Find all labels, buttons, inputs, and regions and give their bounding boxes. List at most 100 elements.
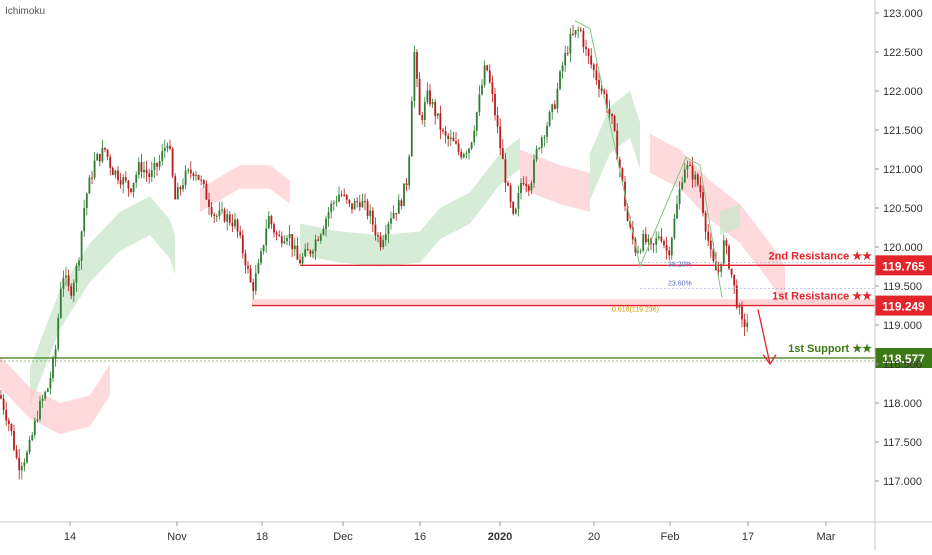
level-label: 2nd Resistance ★★ [769,250,873,262]
candle-body [525,184,528,187]
candle-body [395,213,398,215]
candle-body [730,268,733,275]
candle-body [722,240,725,264]
candle-body [280,236,283,244]
candle-body [608,109,611,114]
candle-body [153,163,156,170]
candle-body [496,115,499,127]
harmonic-pattern-lines [574,20,723,298]
candle-body [621,168,624,182]
candle-body [699,184,702,193]
y-tick-label: 120.500 [883,203,923,215]
price-tag-bg [875,347,932,368]
candle-body [18,457,21,471]
candle-body [423,102,426,120]
candle-body [410,101,413,157]
candle-body [668,250,671,256]
candle-body [390,218,392,224]
candle-body [434,101,437,116]
candle-body [507,182,509,186]
candle-body [140,162,143,173]
candle-body [665,245,668,251]
candle-body [509,185,512,202]
candle-body [75,265,78,283]
candle-body [137,162,140,175]
candle-body [486,65,489,71]
candle-body [702,192,704,214]
projection-arrowhead [762,354,777,366]
candle-body [585,46,587,50]
candle-body [239,231,242,236]
x-tick-label: 14 [64,531,76,543]
candle-body [96,153,99,161]
price-tag-value: 119.249 [882,300,925,314]
x-tick-label: 18 [256,531,268,543]
candle-body [499,126,502,149]
drawings: 38.20% 23.60% 0.618(119.236) 2nd Resistance… [0,20,932,368]
candle-body [132,182,135,193]
candle-body [223,209,226,222]
candle-body [369,210,372,216]
candle-body [260,251,262,263]
candle-body [135,174,138,183]
candle-body [325,218,327,229]
candle-body [348,199,351,204]
candle-body [439,113,442,130]
candle-body [166,145,169,148]
candle-body [720,263,723,272]
candle-body [595,70,598,81]
candle-body [52,358,54,378]
candle-body [566,52,569,54]
candle-body [527,186,530,191]
candle-body [169,145,171,149]
candle-body [72,282,75,296]
candle-body [340,194,343,196]
y-tick-label: 118.500 [883,359,922,371]
candle-body [452,137,455,142]
level-label: 1st Resistance ★★ [772,291,872,303]
candle-body [114,170,117,175]
candle-body [124,177,127,181]
candle-body [725,240,728,246]
candle-body [429,90,431,105]
candle-body [475,112,478,131]
candle-body [553,104,556,109]
candle-body [626,206,629,222]
candle-body [663,241,665,246]
candle-body [192,173,195,177]
candle-body [205,183,208,200]
candle-body [642,233,645,251]
candle-body [39,400,41,420]
candle-body [546,125,548,137]
candle-body [413,52,416,102]
candle-body [590,55,593,65]
candle-body [460,151,463,158]
candle-body [67,275,70,287]
cloud-segment [0,356,110,435]
candle-body [738,306,741,308]
candle-body [49,377,52,389]
y-tick-label: 123.000 [883,8,923,20]
candle-body [267,216,270,229]
candle-body [62,277,65,289]
candle-body [20,466,23,471]
candle-body [28,440,31,453]
candle-body [244,253,247,266]
candle-body [605,93,608,110]
candle-body [338,194,340,202]
candle-body [202,180,205,184]
candle-body [36,419,39,421]
candle-body [33,420,36,436]
candle-body [696,174,699,185]
candle-body [741,306,743,320]
candle-body [572,33,574,35]
candle-body [457,143,460,152]
candle-body [262,245,265,252]
candle-body [533,159,535,184]
candle-body [351,203,353,210]
price-tag-bg [875,295,932,316]
candle-body [397,200,400,214]
